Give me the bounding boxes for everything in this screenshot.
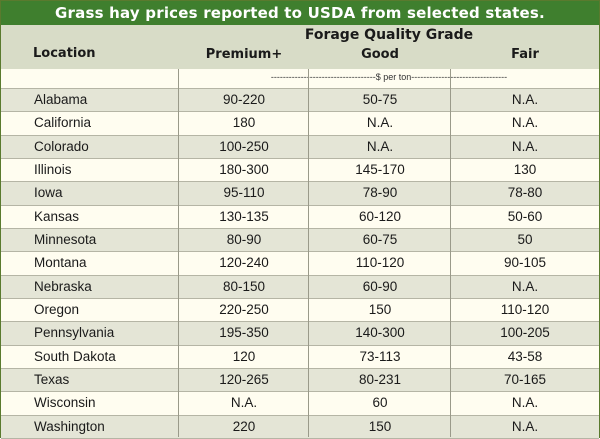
good-price: 140-300 bbox=[355, 325, 405, 341]
table-row: South Dakota 120 73-113 43-58 bbox=[1, 345, 599, 369]
good-price: N.A. bbox=[366, 138, 394, 154]
row-location: Minnesota bbox=[34, 231, 97, 247]
table-row: Colorado 100-250 N.A. N.A. bbox=[1, 135, 599, 159]
good-price: 150 bbox=[368, 301, 392, 317]
units-row: -----------------------------------$ per… bbox=[1, 69, 599, 89]
row-location: Washington bbox=[34, 418, 105, 434]
good-price: 110-120 bbox=[355, 255, 405, 271]
good-price: 60-90 bbox=[362, 278, 398, 294]
table-row: Iowa 95-110 78-90 78-80 bbox=[1, 182, 599, 206]
premium-price: 95-110 bbox=[223, 185, 265, 201]
column-divider bbox=[178, 69, 179, 437]
table-row: Pennsylvania 195-350 140-300 100-205 bbox=[1, 322, 599, 346]
row-location: Pennsylvania bbox=[34, 325, 115, 341]
good-price: 60 bbox=[372, 395, 388, 411]
fair-price: N.A. bbox=[511, 418, 539, 434]
premium-price: 100-250 bbox=[219, 138, 269, 154]
table-row: Kansas 130-135 60-120 50-60 bbox=[1, 205, 599, 229]
premium-price: 180-300 bbox=[219, 161, 269, 177]
fair-price: N.A. bbox=[511, 278, 539, 294]
row-location: Kansas bbox=[34, 208, 80, 224]
table-row: Washington 220 150 N.A. bbox=[1, 415, 599, 439]
grade-group-header: Forage Quality Grade bbox=[304, 27, 474, 43]
premium-price: 180 bbox=[232, 115, 256, 131]
premium-price: N.A. bbox=[230, 395, 258, 411]
row-location: Illinois bbox=[34, 161, 72, 177]
premium-price: 220 bbox=[232, 418, 256, 434]
premium-price: 120-265 bbox=[219, 371, 269, 387]
good-price: 50-75 bbox=[362, 92, 398, 107]
table-row: Nebraska 80-150 60-90 N.A. bbox=[1, 275, 599, 299]
row-location: Montana bbox=[34, 255, 87, 271]
fair-price: 90-105 bbox=[503, 255, 547, 271]
units-label: -----------------------------------$ per… bbox=[270, 72, 508, 82]
good-price: 145-170 bbox=[355, 161, 405, 177]
table-row: Texas 120-265 80-231 70-165 bbox=[1, 368, 599, 393]
good-column-header: Good bbox=[361, 47, 399, 62]
fair-price: 50-60 bbox=[507, 208, 543, 224]
column-divider bbox=[308, 69, 309, 437]
table-row: California 180 N.A. N.A. bbox=[1, 112, 599, 136]
premium-price: 90-220 bbox=[222, 92, 266, 107]
row-location: California bbox=[34, 115, 92, 131]
table-row: Alabama 90-220 50-75 N.A. bbox=[1, 89, 599, 113]
good-price: N.A. bbox=[366, 115, 394, 131]
row-location: Wisconsin bbox=[34, 395, 96, 411]
fair-column-header: Fair bbox=[511, 47, 539, 62]
fair-price: N.A. bbox=[511, 115, 539, 131]
row-location: Alabama bbox=[34, 92, 88, 107]
table-row: Illinois 180-300 145-170 130 bbox=[1, 158, 599, 183]
good-price: 78-90 bbox=[362, 185, 398, 201]
good-price: 150 bbox=[368, 418, 392, 434]
table-body: Alabama 90-220 50-75 N.A. California 180 N.A. N… bbox=[1, 89, 599, 439]
fair-price: 43-58 bbox=[507, 348, 543, 364]
premium-price: 120 bbox=[232, 348, 256, 364]
premium-price: 80-90 bbox=[226, 231, 262, 247]
fair-price: N.A. bbox=[511, 138, 539, 154]
table-header: Forage Quality Grade Location Premium+ G… bbox=[1, 25, 599, 69]
premium-price: 195-350 bbox=[219, 325, 269, 341]
table-title: Grass hay prices reported to USDA from s… bbox=[1, 1, 599, 25]
table-row: Wisconsin N.A. 60 N.A. bbox=[1, 392, 599, 416]
row-location: Colorado bbox=[34, 138, 89, 154]
fair-price: N.A. bbox=[511, 395, 539, 411]
row-location: South Dakota bbox=[34, 348, 116, 364]
column-divider bbox=[450, 69, 451, 437]
table-row: Oregon 220-250 150 110-120 bbox=[1, 298, 599, 323]
row-location: Nebraska bbox=[34, 278, 92, 294]
row-location: Iowa bbox=[34, 185, 63, 201]
row-location: Oregon bbox=[34, 301, 80, 317]
premium-price: 120-240 bbox=[219, 255, 269, 271]
premium-price: 80-150 bbox=[222, 278, 266, 294]
fair-price: 50 bbox=[517, 231, 533, 247]
good-price: 60-75 bbox=[362, 231, 398, 247]
fair-price: 70-165 bbox=[503, 371, 547, 387]
location-column-header: Location bbox=[33, 46, 96, 61]
fair-price: N.A. bbox=[511, 92, 539, 107]
fair-price: 130 bbox=[513, 161, 537, 177]
row-location: Texas bbox=[34, 371, 70, 387]
fair-price: 100-205 bbox=[500, 325, 550, 341]
good-price: 80-231 bbox=[358, 371, 402, 387]
premium-column-header: Premium+ bbox=[205, 47, 283, 62]
premium-price: 220-250 bbox=[219, 301, 269, 317]
fair-price: 110-120 bbox=[500, 301, 550, 317]
fair-price: 78-80 bbox=[507, 185, 543, 201]
table-row: Minnesota 80-90 60-75 50 bbox=[1, 228, 599, 253]
table-row: Montana 120-240 110-120 90-105 bbox=[1, 252, 599, 276]
premium-price: 130-135 bbox=[219, 208, 269, 224]
good-price: 60-120 bbox=[358, 208, 402, 224]
good-price: 73-113 bbox=[359, 348, 401, 364]
